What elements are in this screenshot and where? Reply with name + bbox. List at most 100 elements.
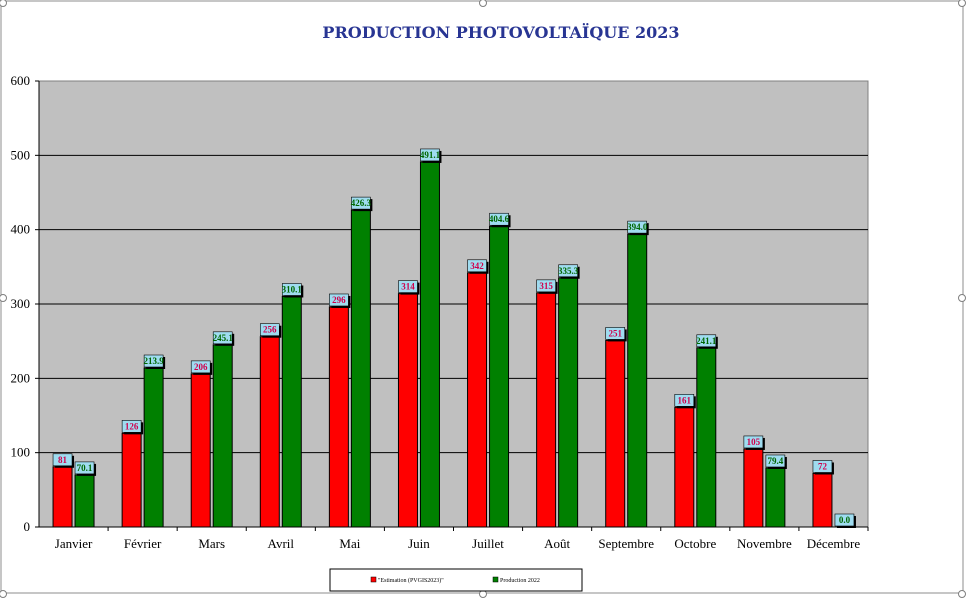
y-tick-label: 100 bbox=[11, 445, 31, 460]
bar-production[interactable] bbox=[212, 344, 233, 528]
data-label-box bbox=[743, 435, 764, 449]
data-label-box bbox=[420, 148, 440, 162]
resize-handle-top-right[interactable] bbox=[958, 0, 966, 7]
bar-production[interactable] bbox=[143, 367, 164, 528]
bar-estimation[interactable] bbox=[190, 373, 211, 528]
bar-estimation[interactable] bbox=[259, 336, 280, 528]
bar-production[interactable] bbox=[696, 347, 717, 528]
data-label-text: 335.3 bbox=[558, 266, 579, 276]
resize-handle-middle-right[interactable] bbox=[958, 294, 966, 302]
legend[interactable]: "Estimation (PVGIS2023)" Production 2022 bbox=[329, 568, 583, 592]
data-label-text: 241.1 bbox=[696, 336, 717, 346]
data-label-text: 491.1 bbox=[420, 150, 441, 160]
y-tick-label: 600 bbox=[11, 73, 31, 88]
resize-handle-top-left[interactable] bbox=[0, 0, 7, 7]
data-label-box bbox=[329, 293, 349, 307]
data-label: 206 bbox=[190, 360, 213, 375]
bar-estimation[interactable] bbox=[605, 339, 626, 528]
data-label-box bbox=[489, 212, 509, 226]
data-label-box bbox=[834, 513, 855, 527]
data-label: 314 bbox=[398, 280, 420, 295]
data-label: 491.1 bbox=[420, 148, 442, 163]
bar-estimation[interactable] bbox=[812, 472, 833, 528]
data-label-text: 314 bbox=[401, 282, 415, 292]
bar-production[interactable] bbox=[765, 467, 786, 528]
x-tick-label: Septembre bbox=[598, 536, 654, 551]
x-tick-label: Juillet bbox=[472, 536, 504, 551]
data-label-text: 72 bbox=[818, 461, 828, 471]
legend-swatch-production bbox=[492, 576, 499, 583]
data-label-box bbox=[627, 220, 648, 234]
bar-estimation[interactable] bbox=[674, 406, 695, 528]
data-label: 342 bbox=[467, 259, 489, 274]
bar-estimation[interactable] bbox=[397, 293, 418, 528]
bar-production[interactable] bbox=[74, 474, 95, 528]
data-label: 126 bbox=[121, 420, 144, 435]
data-label-text: 105 bbox=[747, 437, 761, 447]
data-label: 161 bbox=[674, 394, 696, 409]
bar-production[interactable] bbox=[627, 233, 648, 528]
bar-production[interactable] bbox=[281, 295, 302, 528]
data-label-box bbox=[212, 331, 233, 345]
bar-production[interactable] bbox=[350, 209, 371, 528]
data-labels: 81 70.1 126 213.9 206 245.1 256 310.1 296 426.3 31… bbox=[52, 148, 856, 528]
bar-production[interactable] bbox=[419, 161, 440, 528]
data-label: 245.1 bbox=[212, 331, 235, 346]
data-label-text: 342 bbox=[470, 261, 484, 271]
data-label-text: 426.3 bbox=[351, 198, 372, 208]
data-label-box bbox=[398, 280, 418, 293]
data-label-box bbox=[696, 334, 717, 348]
data-label: 105 bbox=[743, 435, 765, 450]
x-axis: Janvier Février Mars Avril Mai Juin Juillet Aoû… bbox=[39, 526, 869, 551]
y-tick-label: 200 bbox=[11, 370, 31, 385]
data-label-text: 126 bbox=[125, 421, 139, 431]
resize-handle-bottom-right[interactable] bbox=[958, 590, 966, 598]
x-tick-label: Décembre bbox=[807, 536, 861, 551]
data-label-text: 245.1 bbox=[213, 333, 234, 343]
data-label-box bbox=[52, 453, 73, 467]
data-label-text: 251 bbox=[608, 328, 622, 338]
resize-handle-bottom-left[interactable] bbox=[0, 590, 7, 598]
bar-production[interactable] bbox=[489, 225, 510, 528]
x-tick-label: Février bbox=[124, 536, 162, 551]
data-label-box bbox=[812, 460, 833, 473]
chart-title: PRODUCTION PHOTOVOLTAÏQUE 2023 bbox=[322, 22, 679, 42]
x-tick-label: Mars bbox=[198, 536, 225, 551]
bar-production[interactable] bbox=[558, 277, 579, 528]
resize-handle-bottom-center[interactable] bbox=[479, 590, 487, 598]
x-tick-label: Avril bbox=[268, 536, 295, 551]
data-label-box bbox=[190, 360, 211, 374]
x-tick-label: Janvier bbox=[55, 536, 93, 551]
data-label: 256 bbox=[259, 323, 282, 338]
data-label-text: 256 bbox=[263, 325, 277, 335]
data-label: 315 bbox=[536, 279, 558, 294]
data-label-text: 79.4 bbox=[768, 456, 784, 466]
data-label: 251 bbox=[605, 327, 627, 342]
x-tick-label: Juin bbox=[408, 536, 430, 551]
bar-estimation[interactable] bbox=[743, 448, 764, 528]
bar-estimation[interactable] bbox=[467, 272, 488, 528]
resize-handle-middle-left[interactable] bbox=[0, 294, 7, 302]
bar-estimation[interactable] bbox=[52, 466, 73, 528]
data-label-text: 213.9 bbox=[144, 356, 165, 366]
data-label-box bbox=[121, 420, 142, 433]
data-label-text: 81 bbox=[58, 455, 68, 465]
data-label-text: 296 bbox=[332, 295, 346, 305]
data-label: 426.3 bbox=[351, 196, 373, 212]
bar-estimation[interactable] bbox=[328, 306, 349, 528]
data-label-box bbox=[351, 196, 371, 210]
legend-box bbox=[329, 568, 583, 592]
bar-estimation[interactable] bbox=[121, 432, 142, 528]
data-label: 241.1 bbox=[696, 334, 718, 349]
y-tick-label: 300 bbox=[11, 296, 31, 311]
gridlines bbox=[39, 154, 868, 454]
data-label: 310.1 bbox=[282, 283, 304, 298]
resize-handle-top-center[interactable] bbox=[479, 0, 487, 7]
data-label-text: 0.0 bbox=[839, 515, 851, 525]
bar-estimation[interactable] bbox=[536, 292, 557, 528]
legend-label-production: Production 2022 bbox=[500, 578, 540, 584]
data-label: 296 bbox=[329, 293, 351, 308]
x-tick-label: Novembre bbox=[737, 536, 792, 551]
data-label: 394.0 bbox=[627, 220, 649, 236]
